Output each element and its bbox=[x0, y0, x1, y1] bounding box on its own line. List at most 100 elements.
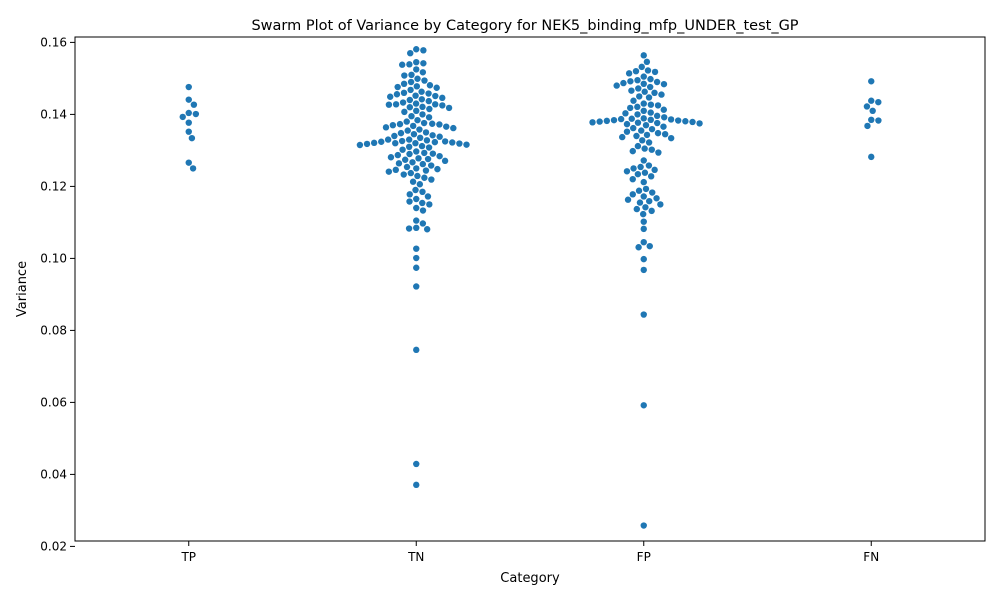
data-point-tn bbox=[420, 47, 427, 54]
data-point-fp bbox=[658, 91, 665, 98]
data-point-tn bbox=[419, 103, 426, 111]
data-point-fp bbox=[643, 131, 651, 139]
data-point-tn bbox=[429, 150, 437, 157]
data-point-tn bbox=[419, 220, 427, 227]
data-point-fp bbox=[674, 117, 682, 124]
data-point-tn bbox=[412, 186, 419, 194]
data-point-tn bbox=[397, 129, 405, 137]
data-point-tn bbox=[392, 166, 400, 174]
x-axis-label: Category bbox=[500, 571, 560, 586]
data-point-fp bbox=[634, 142, 642, 150]
data-point-tn bbox=[378, 138, 385, 145]
data-point-fp bbox=[655, 149, 662, 156]
data-point-fp bbox=[645, 94, 653, 101]
y-tick-label: 0.02 bbox=[40, 539, 67, 553]
data-point-tn bbox=[356, 141, 364, 149]
data-point-tn bbox=[431, 138, 439, 146]
data-point-tn bbox=[441, 138, 449, 145]
data-point-fp bbox=[667, 134, 675, 142]
data-point-tn bbox=[413, 165, 420, 172]
data-point-tn bbox=[416, 134, 424, 141]
data-point-tn bbox=[409, 122, 417, 130]
data-point-fp bbox=[654, 119, 661, 127]
y-tick-label: 0.14 bbox=[40, 107, 67, 121]
data-point-tn bbox=[394, 151, 402, 159]
data-point-fp bbox=[646, 242, 653, 250]
data-point-tn bbox=[408, 113, 415, 120]
data-point-fn bbox=[869, 107, 876, 115]
data-point-fn bbox=[864, 122, 871, 130]
data-point-tn bbox=[413, 204, 420, 212]
data-point-fp bbox=[660, 80, 668, 88]
data-point-tp bbox=[190, 101, 198, 108]
data-point-tn bbox=[401, 72, 408, 79]
data-point-tn bbox=[406, 150, 413, 158]
data-point-fp bbox=[640, 218, 647, 225]
data-point-tn bbox=[413, 217, 420, 224]
data-point-tn bbox=[443, 123, 450, 130]
data-point-tn bbox=[418, 142, 426, 150]
data-point-tn bbox=[426, 201, 433, 208]
data-point-tn bbox=[419, 188, 426, 195]
data-point-fp bbox=[640, 100, 647, 107]
data-point-fp bbox=[647, 173, 655, 180]
data-point-fn bbox=[868, 97, 875, 104]
data-point-fp bbox=[635, 244, 642, 251]
data-point-fp bbox=[617, 115, 625, 123]
data-point-tn bbox=[406, 198, 413, 205]
data-point-fp bbox=[640, 402, 647, 409]
data-points bbox=[179, 46, 882, 529]
data-point-fp bbox=[645, 162, 653, 169]
data-point-tn bbox=[412, 92, 419, 99]
data-point-tn bbox=[432, 101, 439, 108]
data-point-fp bbox=[630, 97, 637, 104]
data-point-tn bbox=[416, 126, 423, 133]
data-point-tn bbox=[413, 224, 420, 231]
data-point-tn bbox=[413, 245, 420, 252]
data-point-fp bbox=[646, 197, 653, 205]
data-point-fp bbox=[634, 170, 642, 178]
data-point-tp bbox=[188, 134, 196, 142]
data-point-fp bbox=[640, 311, 647, 318]
y-axis-label: Variance bbox=[15, 261, 30, 317]
data-point-tn bbox=[391, 132, 398, 140]
data-point-tp bbox=[185, 109, 192, 117]
data-point-tn bbox=[413, 481, 420, 489]
data-point-fp bbox=[640, 157, 647, 164]
data-point-tn bbox=[385, 101, 393, 108]
data-point-tn bbox=[441, 157, 449, 165]
data-point-tn bbox=[421, 77, 428, 84]
data-point-tn bbox=[419, 207, 427, 214]
data-point-tn bbox=[370, 139, 378, 147]
data-point-fn bbox=[863, 103, 871, 110]
data-point-tn bbox=[426, 82, 434, 89]
data-point-fp bbox=[654, 102, 662, 109]
data-point-tn bbox=[429, 120, 436, 127]
x-tick-label-fn: FN bbox=[863, 550, 879, 564]
data-point-tn bbox=[422, 129, 430, 136]
data-point-fp bbox=[689, 118, 696, 126]
data-point-tn bbox=[404, 127, 411, 134]
data-point-fp bbox=[634, 111, 641, 118]
data-point-tn bbox=[425, 90, 432, 97]
x-tick-label-fp: FP bbox=[637, 550, 651, 564]
data-point-fp bbox=[636, 199, 644, 206]
y-tick-label: 0.16 bbox=[40, 35, 67, 49]
data-point-fp bbox=[641, 88, 648, 95]
data-point-tn bbox=[406, 104, 414, 111]
data-point-fp bbox=[629, 147, 636, 155]
data-point-fp bbox=[622, 110, 629, 117]
data-point-fp bbox=[623, 168, 631, 175]
data-point-tn bbox=[413, 254, 420, 262]
data-point-tn bbox=[398, 61, 406, 68]
data-point-fp bbox=[629, 191, 636, 198]
data-point-tn bbox=[413, 264, 420, 271]
y-tick-label: 0.04 bbox=[40, 467, 67, 481]
data-point-tn bbox=[387, 93, 394, 100]
data-point-fp bbox=[589, 119, 596, 126]
data-point-fp bbox=[627, 78, 634, 85]
data-point-tn bbox=[398, 137, 406, 145]
chart-title: Swarm Plot of Variance by Category for N… bbox=[251, 18, 798, 34]
data-point-tp bbox=[185, 128, 192, 135]
